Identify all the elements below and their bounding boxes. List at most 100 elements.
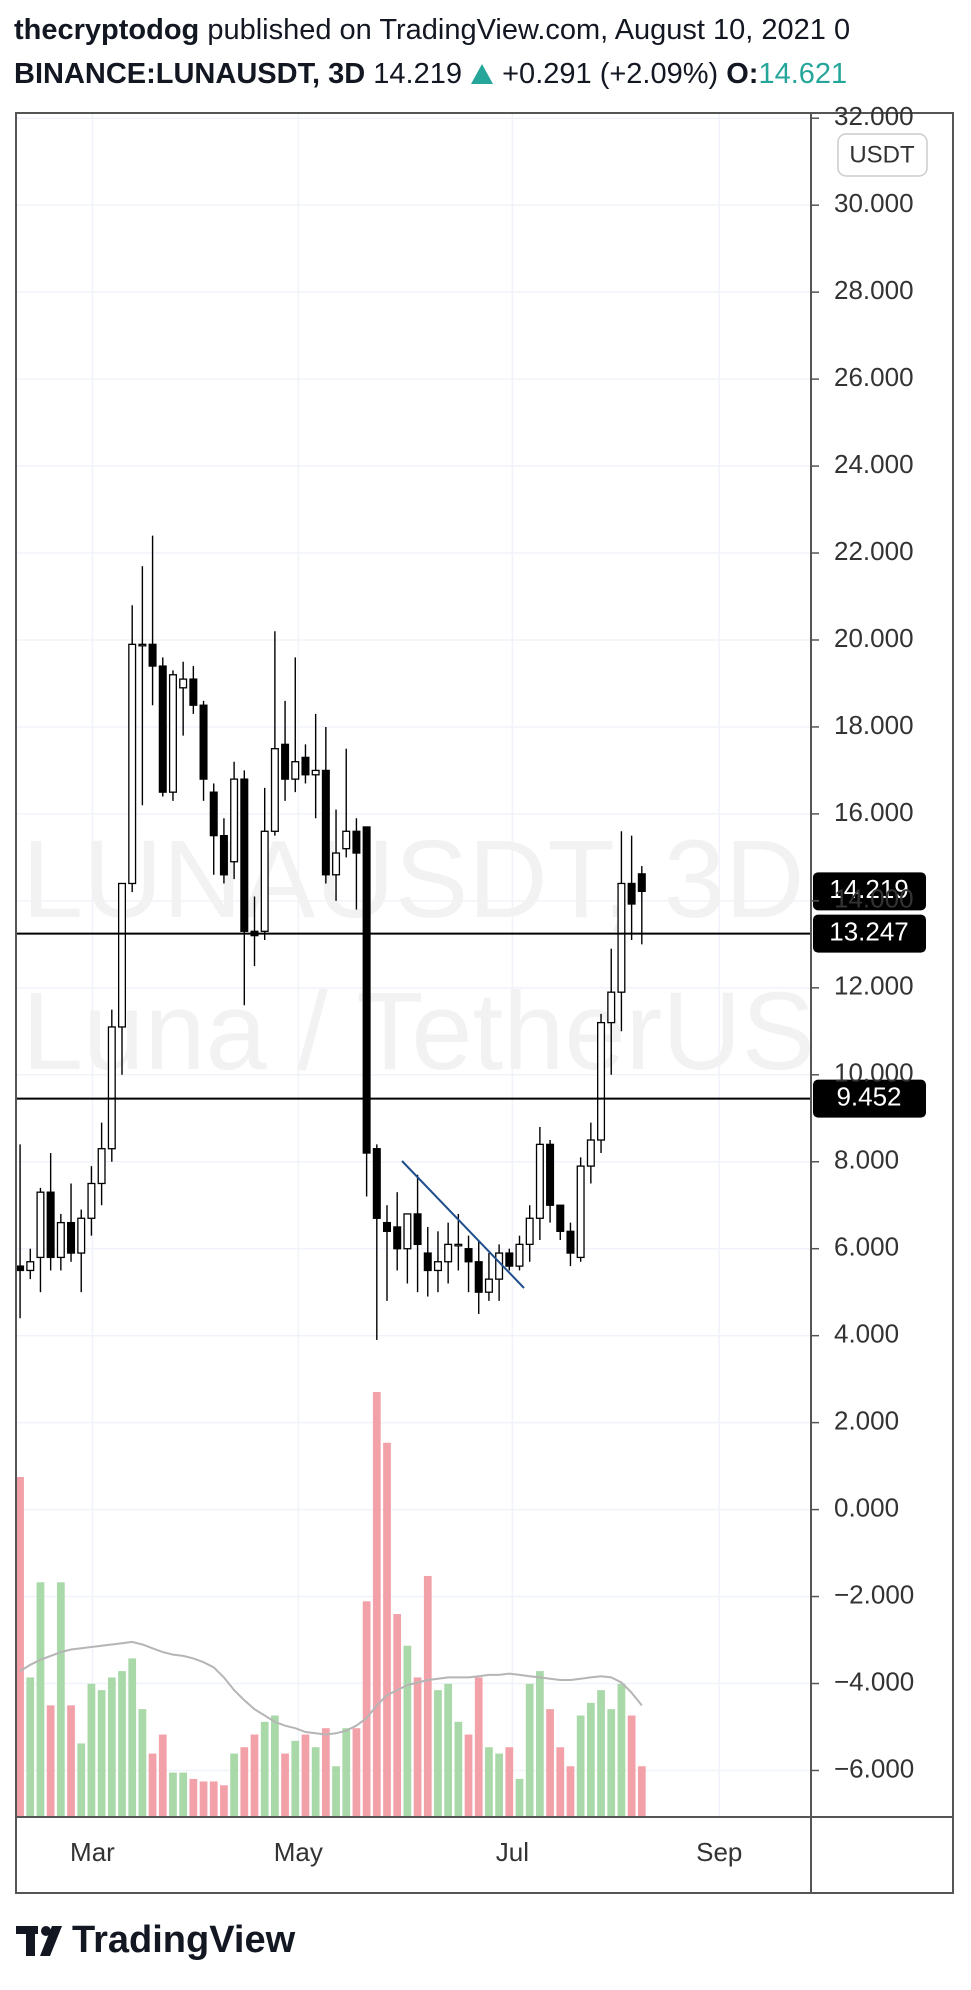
y-tick-label: 8.000 <box>834 1145 899 1175</box>
candle-body <box>464 1248 473 1263</box>
candle-body <box>342 830 351 850</box>
price: 14.219 <box>373 58 462 90</box>
candle-body <box>505 1252 514 1267</box>
y-tick-label: 6.000 <box>834 1232 899 1262</box>
trend-line <box>401 1160 525 1289</box>
volume-bar <box>230 1753 238 1817</box>
volume-bar <box>607 1709 616 1817</box>
candle-body <box>515 1243 524 1267</box>
volume-bar <box>515 1778 524 1817</box>
volume-bar <box>107 1677 116 1817</box>
volume-bar <box>342 1728 351 1817</box>
y-tick-label: 12.000 <box>834 971 914 1001</box>
header-line-1: thecryptodog published on TradingView.co… <box>14 14 971 47</box>
frame <box>15 112 954 1894</box>
candle-body <box>546 1143 555 1206</box>
volume-bar <box>169 1772 177 1817</box>
candle-body <box>403 1213 412 1250</box>
volume-bar <box>393 1614 402 1817</box>
author: thecryptodog <box>14 14 200 46</box>
published: published on TradingView.com, August 10,… <box>207 14 851 46</box>
volume-bar <box>617 1683 626 1817</box>
volume-bar <box>46 1705 55 1817</box>
candle-body <box>219 834 228 876</box>
volume-bar <box>434 1690 442 1817</box>
candle-body <box>495 1252 504 1280</box>
candle-body <box>566 1230 575 1254</box>
watermark: Luna / TetherUS <box>22 970 815 1093</box>
volume-bar <box>148 1753 157 1817</box>
y-tick-label: 2.000 <box>834 1406 899 1436</box>
candle-body <box>311 769 320 776</box>
x-tick-label: Mar <box>70 1837 115 1867</box>
candle-body <box>382 1221 392 1232</box>
candle-body <box>393 1226 402 1250</box>
volume-bar <box>332 1766 340 1817</box>
volume-bar <box>423 1575 432 1817</box>
volume-bar <box>525 1683 534 1817</box>
candle-body <box>240 778 249 932</box>
candle-body <box>189 678 198 706</box>
price-line-box <box>813 1079 926 1118</box>
volume-bar <box>566 1766 575 1817</box>
candle-body <box>179 678 188 689</box>
volume-bar <box>158 1734 167 1817</box>
candle-body <box>36 1191 45 1259</box>
x-tick-label: Jul <box>496 1837 529 1867</box>
logo <box>16 1926 62 1956</box>
candle-body <box>556 1204 565 1232</box>
volume-bar <box>464 1734 473 1817</box>
candle-body <box>617 882 626 993</box>
y-tick-label: −6.000 <box>834 1753 914 1783</box>
volume-bar <box>444 1683 453 1817</box>
last-price-label: 14.219 <box>829 874 909 904</box>
candle-body <box>291 761 300 780</box>
volume-bar <box>291 1740 300 1817</box>
candle-body <box>454 1243 463 1247</box>
volume-bar <box>311 1747 320 1817</box>
volume-ma-line <box>19 1640 643 1736</box>
volume-bar <box>199 1781 208 1817</box>
volume-bar <box>576 1715 585 1817</box>
candle-body <box>576 1165 585 1259</box>
candle-body <box>209 791 218 837</box>
y-tick-label: −4.000 <box>834 1666 914 1696</box>
volume-bar <box>87 1683 96 1817</box>
volume-bar <box>16 1477 24 1817</box>
up-arrow <box>471 64 494 84</box>
candle-body <box>250 930 259 937</box>
volume-bar <box>301 1734 310 1817</box>
candle-body <box>128 643 137 885</box>
candle-body <box>525 1217 534 1246</box>
candle-body <box>138 643 147 647</box>
candle-body <box>362 826 371 1154</box>
y-tick-label: 22.000 <box>834 536 914 566</box>
last-price-box <box>813 872 926 911</box>
candle-body <box>484 1278 493 1293</box>
candle-body <box>423 1252 432 1272</box>
volume-bar <box>26 1677 35 1817</box>
volume-bar <box>77 1743 86 1817</box>
volume-bar <box>321 1728 330 1817</box>
volume-bar <box>372 1392 381 1817</box>
volume-bar <box>403 1645 412 1817</box>
price-line-box <box>813 914 926 953</box>
volume-bar <box>260 1721 269 1817</box>
y-tick-label: 20.000 <box>834 623 914 653</box>
volume-bar <box>556 1747 565 1817</box>
volume-bar <box>546 1709 554 1817</box>
volume-bar <box>454 1721 463 1817</box>
volume-bar <box>179 1772 188 1817</box>
candle-body <box>597 1021 606 1141</box>
y-tick-label: 0.000 <box>834 1492 899 1522</box>
y-tick-label: 10.000 <box>834 1058 914 1088</box>
candle-body <box>148 643 157 667</box>
candle-body <box>433 1261 442 1272</box>
volume-bar <box>128 1658 137 1817</box>
candle-body <box>260 830 269 932</box>
price-line-label: 9.452 <box>836 1081 901 1111</box>
y-tick-label: 18.000 <box>834 710 914 740</box>
y-tick-label: 16.000 <box>834 797 914 827</box>
